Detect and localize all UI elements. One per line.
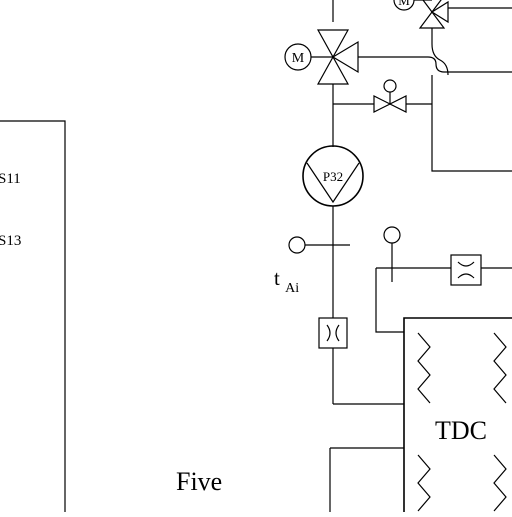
temperature-sensor-tai: t Ai — [274, 236, 350, 296]
secondary-line — [375, 226, 512, 333]
pump-label: P32 — [323, 169, 343, 184]
upper-motor-icon — [393, 0, 415, 11]
bypass-actuator-icon — [383, 79, 397, 93]
secondary-regulator — [450, 254, 482, 286]
upper-motor-label: M — [398, 0, 410, 8]
label-s11: S11 — [0, 171, 21, 187]
sensor-label: t Ai — [274, 266, 299, 296]
main-motor-label: M — [292, 51, 305, 66]
sensor-label-sub: Ai — [285, 281, 299, 296]
pump-p32: P32 — [302, 145, 364, 318]
five-label-group: Five — [176, 467, 222, 496]
bypass-valve — [333, 79, 432, 113]
secondary-sensor-icon — [383, 226, 401, 244]
upper-motorized-valve: M — [393, 0, 512, 172]
five-label: Five — [176, 467, 222, 496]
flow-regulator — [318, 317, 404, 405]
left-panel: S11 S13 — [0, 120, 66, 512]
tdc-heat-exchanger: TDC — [329, 317, 512, 512]
label-s13: S13 — [0, 233, 21, 249]
main-motorized-valve: M — [284, 0, 512, 147]
sensor-icon — [288, 236, 306, 254]
sensor-label-t: t — [274, 266, 280, 290]
tdc-label: TDC — [435, 416, 487, 445]
